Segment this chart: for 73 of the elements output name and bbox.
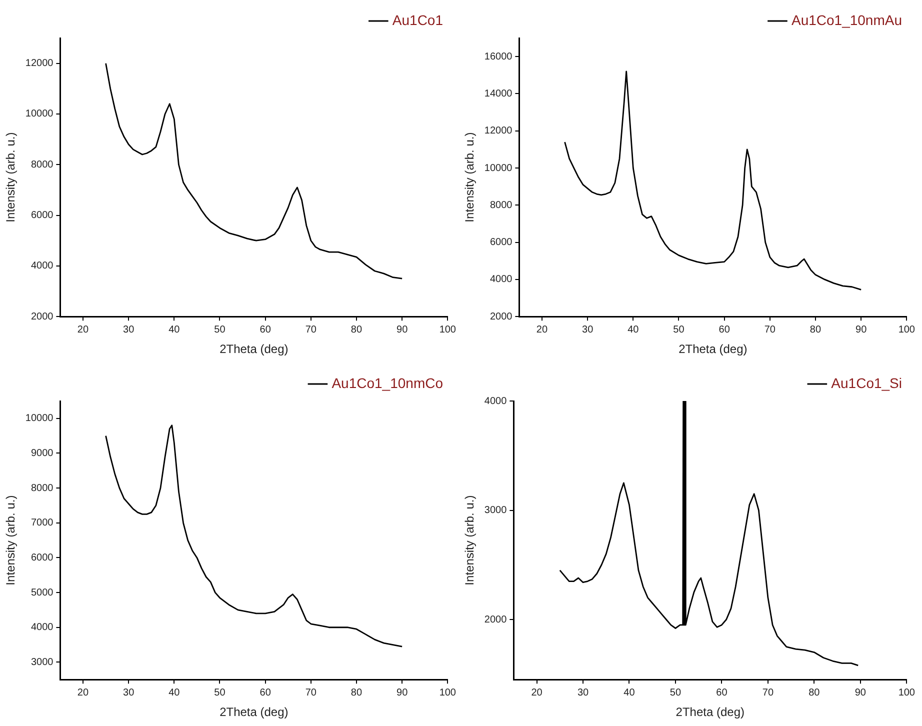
x-tick-label: 60 — [260, 687, 272, 698]
y-tick-label: 8000 — [30, 482, 54, 494]
x-tick-label: 70 — [305, 324, 317, 336]
x-tick-label: 50 — [214, 687, 226, 698]
legend-label: Au1Co1_Si — [831, 374, 902, 391]
x-axis-title: 2Theta (deg) — [676, 705, 745, 720]
x-tick-label: 100 — [898, 324, 916, 336]
x-tick-label: 60 — [718, 324, 730, 336]
legend-label: Au1Co1_10nmCo — [332, 374, 444, 391]
x-axis-title: 2Theta (deg) — [220, 342, 288, 356]
y-axis-title: Intensity (arb. u.) — [462, 495, 477, 586]
x-tick-label: 30 — [582, 324, 594, 336]
y-tick-label: 6000 — [30, 552, 54, 564]
x-tick-label: 90 — [854, 687, 866, 698]
x-tick-label: 70 — [762, 687, 774, 698]
y-axis-title: Intensity (arb. u.) — [4, 132, 18, 222]
y-tick-label: 14000 — [484, 88, 513, 100]
y-tick-label: 3000 — [484, 505, 508, 516]
legend-label: Au1Co1 — [392, 12, 444, 28]
y-tick-label: 9000 — [30, 448, 54, 459]
y-tick-label: 10000 — [25, 413, 54, 424]
x-axis-title: 2Theta (deg) — [220, 705, 288, 720]
x-tick-label: 40 — [628, 324, 640, 336]
y-tick-label: 6000 — [490, 237, 513, 248]
y-tick-label: 10000 — [484, 162, 513, 174]
x-tick-label: 100 — [439, 687, 456, 698]
y-tick-label: 4000 — [30, 260, 54, 272]
x-tick-label: 100 — [898, 687, 916, 698]
x-tick-label: 90 — [396, 324, 408, 336]
y-axis-title: Intensity (arb. u.) — [4, 495, 18, 586]
x-tick-label: 60 — [716, 687, 728, 698]
x-tick-label: 20 — [77, 687, 89, 698]
legend-label: Au1Co1_10nmAu — [791, 12, 902, 28]
y-tick-label: 12000 — [25, 58, 54, 70]
y-tick-label: 2000 — [30, 311, 54, 322]
x-tick-label: 30 — [123, 687, 135, 698]
x-tick-label: 60 — [260, 324, 272, 336]
y-tick-label: 2000 — [484, 614, 508, 626]
x-axis-title: 2Theta (deg) — [678, 342, 748, 356]
y-tick-label: 2000 — [490, 311, 513, 322]
y-tick-label: 4000 — [490, 274, 513, 286]
y-tick-label: 4000 — [30, 622, 54, 634]
x-tick-label: 100 — [439, 324, 456, 336]
x-tick-label: 80 — [808, 687, 820, 698]
x-tick-label: 20 — [536, 324, 548, 336]
x-tick-label: 90 — [856, 324, 868, 336]
y-tick-label: 8000 — [490, 200, 513, 211]
y-tick-label: 5000 — [30, 587, 54, 598]
x-tick-label: 80 — [350, 324, 362, 336]
x-tick-label: 20 — [77, 324, 89, 336]
y-tick-label: 8000 — [30, 159, 54, 170]
y-tick-label: 3000 — [30, 656, 54, 668]
y-tick-label: 6000 — [30, 210, 54, 222]
x-tick-label: 20 — [531, 687, 543, 698]
x-tick-label: 40 — [168, 324, 180, 336]
y-tick-label: 16000 — [484, 51, 513, 62]
x-tick-label: 70 — [764, 324, 776, 336]
x-tick-label: 80 — [810, 324, 822, 336]
x-tick-label: 50 — [214, 324, 226, 336]
x-tick-label: 30 — [123, 324, 135, 336]
y-tick-label: 12000 — [484, 126, 513, 137]
x-tick-label: 70 — [305, 687, 317, 698]
x-tick-label: 40 — [624, 687, 636, 698]
x-tick-label: 90 — [396, 687, 408, 698]
y-axis-title: Intensity (arb. u.) — [462, 132, 477, 222]
y-tick-label: 10000 — [25, 108, 54, 120]
x-tick-label: 30 — [577, 687, 589, 698]
y-tick-label: 4000 — [484, 396, 508, 407]
x-tick-label: 50 — [670, 687, 682, 698]
y-tick-label: 7000 — [30, 518, 54, 529]
x-tick-label: 50 — [673, 324, 685, 336]
x-tick-label: 80 — [350, 687, 362, 698]
x-tick-label: 40 — [168, 687, 180, 698]
